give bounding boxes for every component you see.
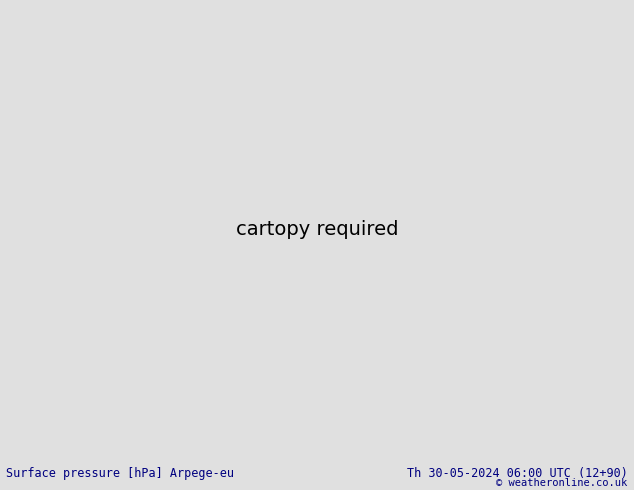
Text: © weatheronline.co.uk: © weatheronline.co.uk: [496, 478, 628, 489]
Text: cartopy required: cartopy required: [236, 220, 398, 239]
Text: Th 30-05-2024 06:00 UTC (12+90): Th 30-05-2024 06:00 UTC (12+90): [407, 467, 628, 480]
Text: Surface pressure [hPa] Arpege-eu: Surface pressure [hPa] Arpege-eu: [6, 467, 235, 480]
